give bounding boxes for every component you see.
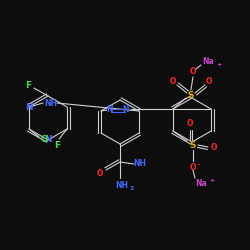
Text: NH: NH	[44, 98, 58, 108]
Text: NH: NH	[134, 160, 146, 168]
Text: +: +	[209, 178, 214, 182]
Text: Na: Na	[195, 178, 207, 188]
Text: N: N	[107, 106, 113, 114]
Text: S: S	[188, 90, 194, 100]
Text: +: +	[216, 62, 222, 68]
Text: Cl: Cl	[41, 134, 49, 143]
Text: -: -	[198, 162, 200, 168]
Text: S: S	[190, 140, 196, 149]
Text: O: O	[190, 162, 196, 172]
Text: F: F	[54, 142, 60, 150]
Text: N: N	[44, 136, 52, 144]
Text: N: N	[25, 102, 33, 112]
Text: O: O	[170, 76, 176, 86]
Text: O: O	[97, 168, 103, 177]
Text: NH: NH	[116, 182, 128, 190]
Text: Na: Na	[202, 56, 214, 66]
Text: O: O	[211, 142, 217, 152]
Text: 2: 2	[130, 186, 134, 190]
Text: O: O	[190, 66, 196, 76]
Text: N: N	[123, 106, 129, 114]
Text: O: O	[206, 76, 212, 86]
Text: O: O	[187, 120, 193, 128]
Text: F: F	[25, 80, 31, 90]
